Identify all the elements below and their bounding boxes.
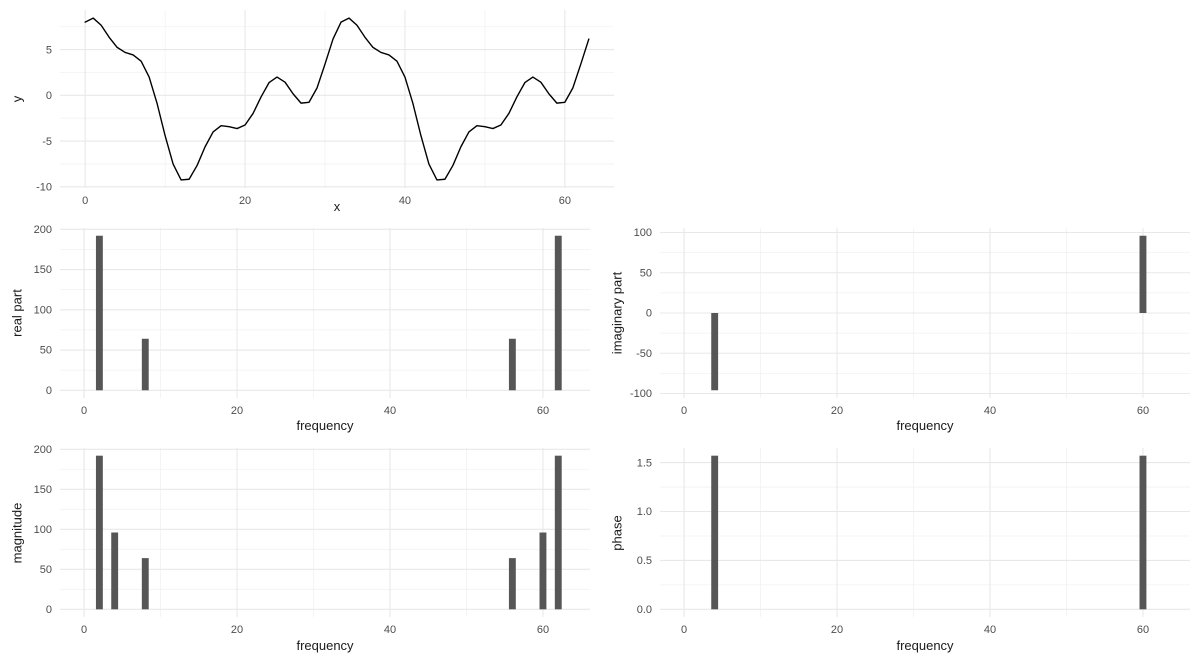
real-part-plot-area: 0 20 40 60 0 50 100 150 200 (34, 224, 590, 417)
imaginary-part-x-axis-title: frequency (896, 418, 954, 433)
frequency-bar (508, 558, 516, 610)
y-tick-label: 0.0 (637, 604, 652, 616)
y-tick-label: 0 (46, 385, 52, 397)
real-part-x-axis-title: frequency (296, 418, 354, 433)
magnitude-x-axis-title: frequency (296, 638, 354, 653)
signal-y-axis-title: y (9, 95, 25, 103)
y-tick-label: 150 (34, 264, 52, 276)
frequency-bar (1139, 235, 1147, 313)
y-tick-label: 200 (34, 224, 52, 236)
x-tick-label: 40 (984, 405, 996, 417)
y-tick-label: 50 (40, 564, 52, 576)
frequency-bar (711, 455, 719, 610)
real-part-y-axis-title: real part (9, 289, 25, 337)
frequency-bar (111, 532, 119, 610)
x-tick-label: 40 (384, 624, 396, 636)
x-tick-label: 20 (239, 195, 251, 207)
x-tick-label: 0 (82, 195, 88, 207)
phase-y-axis-title: phase (609, 514, 625, 551)
x-tick-label: 60 (537, 624, 549, 636)
x-tick-label: 20 (231, 405, 243, 417)
y-tick-label: 0 (46, 90, 52, 102)
x-tick-label: 60 (559, 195, 571, 207)
x-tick-label: 20 (231, 624, 243, 636)
x-tick-label: 20 (831, 405, 843, 417)
frequency-bar (508, 338, 516, 391)
y-tick-label: -10 (36, 182, 52, 194)
x-tick-label: 60 (537, 405, 549, 417)
x-tick-label: 0 (681, 405, 687, 417)
y-tick-label: 0 (46, 604, 52, 616)
frequency-bar (554, 455, 562, 610)
imaginary-part-y-axis-title: imaginary part (609, 271, 625, 355)
y-tick-label: 0 (646, 308, 652, 320)
y-tick-label: 1.0 (637, 506, 652, 518)
x-tick-label: 40 (984, 624, 996, 636)
y-tick-label: 1.5 (637, 457, 652, 469)
frequency-bar (711, 313, 719, 391)
x-tick-label: 20 (831, 624, 843, 636)
phase-bar-chart: 0 20 40 60 0.0 0.5 1.0 1.5 phase frequency (600, 437, 1200, 668)
phase-plot-area: 0 20 40 60 0.0 0.5 1.0 1.5 (637, 448, 1190, 636)
y-tick-label: 5 (46, 44, 52, 56)
y-tick-label: 50 (640, 267, 652, 279)
imaginary-part-bar-chart: 0 20 40 60 -100 -50 0 50 100 imaginary part freq… (600, 220, 1200, 437)
y-tick-label: 0.5 (637, 555, 652, 567)
magnitude-bar-chart: 0 20 40 60 0 50 100 150 200 magnitude frequency (0, 437, 600, 668)
x-tick-label: 60 (1137, 405, 1149, 417)
magnitude-y-axis-title: magnitude (9, 502, 25, 563)
signal-plot-area: 0 20 40 60 -10 -5 0 5 (36, 10, 614, 207)
imaginary-part-plot-area: 0 20 40 60 -100 -50 0 50 100 (630, 227, 1190, 417)
x-tick-label: 0 (81, 624, 87, 636)
y-tick-label: -50 (636, 348, 652, 360)
y-tick-label: 100 (34, 304, 52, 316)
phase-x-axis-title: frequency (896, 638, 954, 653)
y-tick-label: -100 (630, 388, 652, 400)
real-part-bar-chart: 0 20 40 60 0 50 100 150 200 real part frequency (0, 220, 600, 437)
signal-line-chart: 0 20 40 60 -10 -5 0 5 y x (0, 0, 620, 219)
x-tick-label: 0 (81, 405, 87, 417)
frequency-bar (95, 455, 103, 610)
y-tick-label: 50 (40, 345, 52, 357)
frequency-bar (554, 235, 562, 391)
y-tick-label: 200 (34, 444, 52, 456)
y-tick-label: -5 (42, 136, 52, 148)
x-tick-label: 40 (399, 195, 411, 207)
signal-x-axis-title: x (333, 199, 341, 214)
x-tick-label: 0 (681, 624, 687, 636)
y-tick-label: 100 (34, 524, 52, 536)
x-tick-label: 60 (1137, 624, 1149, 636)
magnitude-plot-area: 0 20 40 60 0 50 100 150 200 (34, 444, 590, 636)
y-tick-label: 150 (34, 484, 52, 496)
y-tick-label: 100 (634, 227, 652, 239)
x-tick-label: 40 (384, 405, 396, 417)
frequency-bar (141, 338, 149, 391)
frequency-bar (1139, 455, 1147, 610)
frequency-bar (539, 532, 547, 610)
frequency-bar (95, 235, 103, 391)
frequency-bar (141, 558, 149, 610)
signal-line (84, 17, 590, 181)
